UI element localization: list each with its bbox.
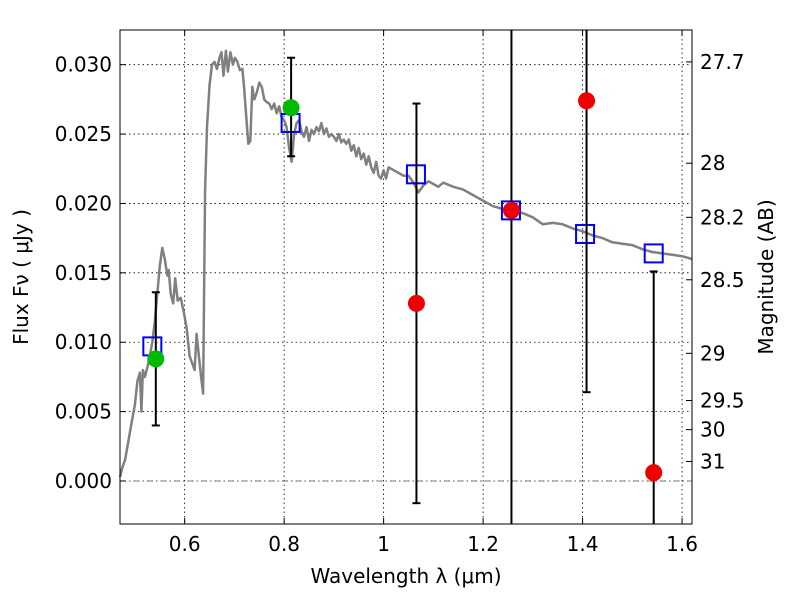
- y-tick-label: 0.025: [55, 122, 112, 146]
- y2-tick-label: 27.7: [700, 50, 745, 74]
- y2-tick-label: 28.2: [700, 205, 745, 229]
- y-tick-label: 0.020: [55, 191, 112, 215]
- y2-tick-label: 29: [700, 341, 725, 365]
- observed-point: [645, 464, 663, 482]
- observed-points: [147, 92, 663, 482]
- x-tick-label: 1: [377, 532, 390, 556]
- observed-point: [147, 350, 165, 368]
- model-spectrum: [118, 49, 693, 478]
- y2-tick-label: 29.5: [700, 389, 745, 413]
- x-axis-label: Wavelength λ (μm): [310, 564, 501, 588]
- x-tick-label: 0.6: [169, 532, 201, 556]
- plot-frame: [119, 29, 693, 525]
- y-tick-label: 0.015: [55, 261, 112, 285]
- observed-point: [578, 92, 596, 110]
- axis-ticks: 0.6 0.8 1 1.2 1.4 1.6 0.000 0.005 0.010 0.015 0.02…: [55, 30, 745, 556]
- x-tick-label: 1.4: [567, 532, 599, 556]
- y2-tick-label: 30: [700, 418, 725, 442]
- observed-point: [502, 201, 520, 219]
- observed-point: [282, 99, 300, 117]
- y-tick-label: 0.010: [55, 330, 112, 354]
- y2-axis-label: Magnitude (AB): [754, 199, 778, 354]
- y-axis-label: Flux Fν ( μJy ): [9, 209, 33, 345]
- y2-tick-label: 28: [700, 151, 725, 175]
- x-tick-label: 1.2: [467, 532, 499, 556]
- y-tick-label: 0.000: [55, 469, 112, 493]
- y2-tick-label: 28.5: [700, 268, 745, 292]
- spectrum-line: [118, 49, 693, 478]
- model-photometry-square: [575, 223, 596, 244]
- error-bars: [151, 30, 658, 524]
- y-tick-label: 0.030: [55, 53, 112, 77]
- observed-point: [407, 294, 425, 312]
- x-tick-label: 1.6: [666, 532, 698, 556]
- y-tick-label: 0.005: [55, 400, 112, 424]
- x-tick-label: 0.8: [268, 532, 300, 556]
- y2-tick-label: 31: [700, 450, 725, 474]
- model-photometry-square: [643, 243, 664, 264]
